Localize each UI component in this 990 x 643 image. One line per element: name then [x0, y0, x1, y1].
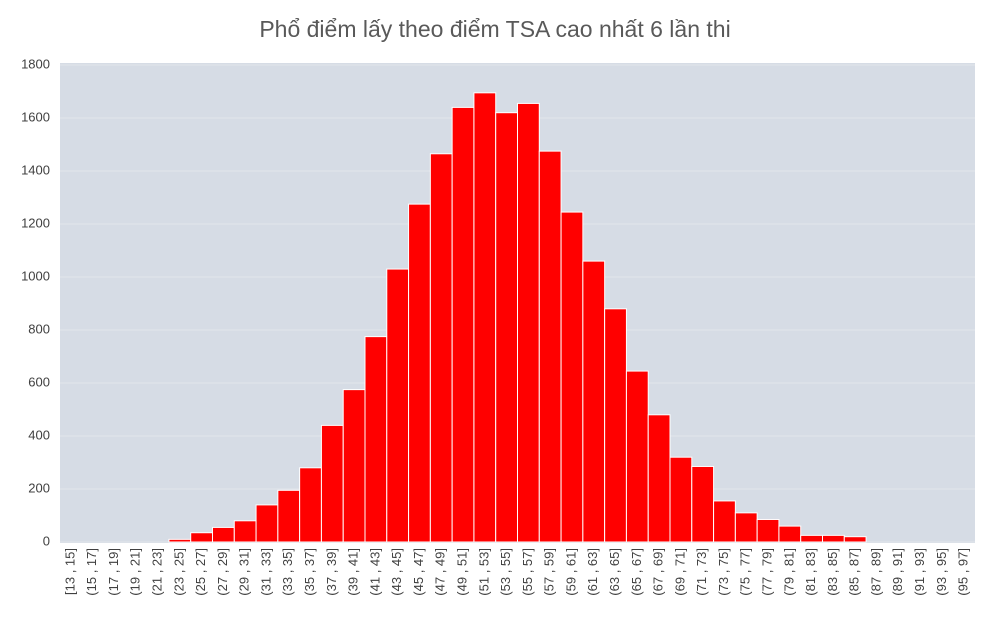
bar — [299, 467, 322, 543]
x-tick-label: (63 , 65] — [607, 548, 622, 596]
bar — [429, 153, 453, 543]
bar — [451, 106, 475, 543]
x-tick-label: (71 , 73] — [694, 548, 709, 596]
x-tick-label: (89 , 91] — [890, 548, 905, 596]
x-tick-label: (53 , 55] — [498, 548, 513, 596]
bar — [168, 538, 192, 543]
bar — [255, 504, 279, 543]
x-tick-label: (57 , 59] — [542, 548, 557, 596]
x-tick-label: (61 , 63] — [585, 548, 600, 596]
x-tick-label: (35 , 37] — [302, 548, 317, 596]
bar — [517, 102, 540, 543]
x-tick-label: (55 , 57] — [520, 548, 535, 596]
x-tick-label: (41 , 43] — [367, 548, 382, 596]
bar — [560, 211, 584, 543]
y-tick-label: 600 — [28, 374, 50, 389]
x-tick-label: (67 , 69] — [651, 548, 666, 596]
bar — [778, 525, 802, 543]
x-tick-label: (45 , 47] — [411, 548, 426, 596]
bar — [756, 518, 780, 543]
bar — [212, 526, 235, 543]
x-tick-label: (17 , 19] — [106, 548, 121, 596]
x-tick-label: (85 , 87] — [847, 548, 862, 596]
bar — [495, 112, 519, 543]
bar — [843, 536, 867, 543]
bar — [538, 150, 562, 543]
bar — [625, 370, 649, 543]
x-tick-label: (39 , 41] — [346, 548, 361, 596]
bar — [800, 534, 824, 543]
x-tick-label: (93 , 95] — [934, 548, 949, 596]
x-tick-label: [13 , 15] — [62, 548, 77, 595]
bar — [691, 465, 715, 543]
y-tick-label: 1400 — [21, 162, 50, 177]
bar — [190, 532, 213, 543]
bar — [277, 489, 301, 543]
x-tick-label: (69 , 71] — [672, 548, 687, 596]
x-tick-label: (95 , 97] — [956, 548, 971, 596]
bar — [647, 414, 671, 543]
bar — [604, 308, 627, 543]
y-tick-label: 1000 — [21, 268, 50, 283]
x-tick-label: (77 , 79] — [759, 548, 774, 596]
x-tick-label: (43 , 45] — [389, 548, 404, 596]
y-tick-label: 200 — [28, 480, 50, 495]
x-tick-label: (65 , 67] — [629, 548, 644, 596]
bar — [320, 424, 344, 543]
chart-title: Phổ điểm lấy theo điểm TSA cao nhất 6 lầ… — [259, 16, 730, 42]
bar — [669, 456, 693, 543]
y-tick-label: 1200 — [21, 215, 50, 230]
y-tick-label: 1800 — [21, 56, 50, 71]
x-tick-label: (27 , 29] — [215, 548, 230, 596]
y-tick-label: 800 — [28, 321, 50, 336]
y-tick-label: 0 — [43, 533, 50, 548]
x-tick-label: (25 , 27] — [193, 548, 208, 596]
x-tick-label: (19 , 21] — [128, 548, 143, 596]
x-tick-label: (59 , 61] — [563, 548, 578, 596]
bar — [408, 203, 431, 543]
x-tick-label: (75 , 77] — [738, 548, 753, 596]
bar — [582, 260, 606, 543]
bar — [342, 389, 366, 543]
x-tick-label: (31 , 33] — [258, 548, 273, 596]
bar — [364, 336, 388, 543]
bar — [822, 534, 845, 543]
x-tick-label: (21 , 23] — [149, 548, 164, 596]
x-tick-label: (51 , 53] — [476, 548, 491, 596]
x-tick-label: (87 , 89] — [868, 548, 883, 596]
x-tick-label: (37 , 39] — [324, 548, 339, 596]
y-tick-label: 400 — [28, 427, 50, 442]
bar — [473, 92, 497, 543]
bar — [734, 512, 758, 543]
x-tick-label: (83 , 85] — [825, 548, 840, 596]
x-tick-label: (47 , 49] — [433, 548, 448, 596]
bar — [713, 500, 736, 543]
bar — [233, 520, 257, 543]
x-tick-label: (49 , 51] — [454, 548, 469, 596]
bar — [386, 268, 410, 543]
x-tick-label: (91 , 93] — [912, 548, 927, 596]
x-tick-label: (73 , 75] — [716, 548, 731, 596]
x-tick-label: (15 , 17] — [84, 548, 99, 596]
x-tick-label: (23 , 25] — [171, 548, 186, 596]
x-tick-label: (81 , 83] — [803, 548, 818, 596]
x-tick-label: (33 , 35] — [280, 548, 295, 596]
x-tick-label: (29 , 31] — [237, 548, 252, 596]
y-tick-label: 1600 — [21, 109, 50, 124]
x-tick-label: (79 , 81] — [781, 548, 796, 596]
